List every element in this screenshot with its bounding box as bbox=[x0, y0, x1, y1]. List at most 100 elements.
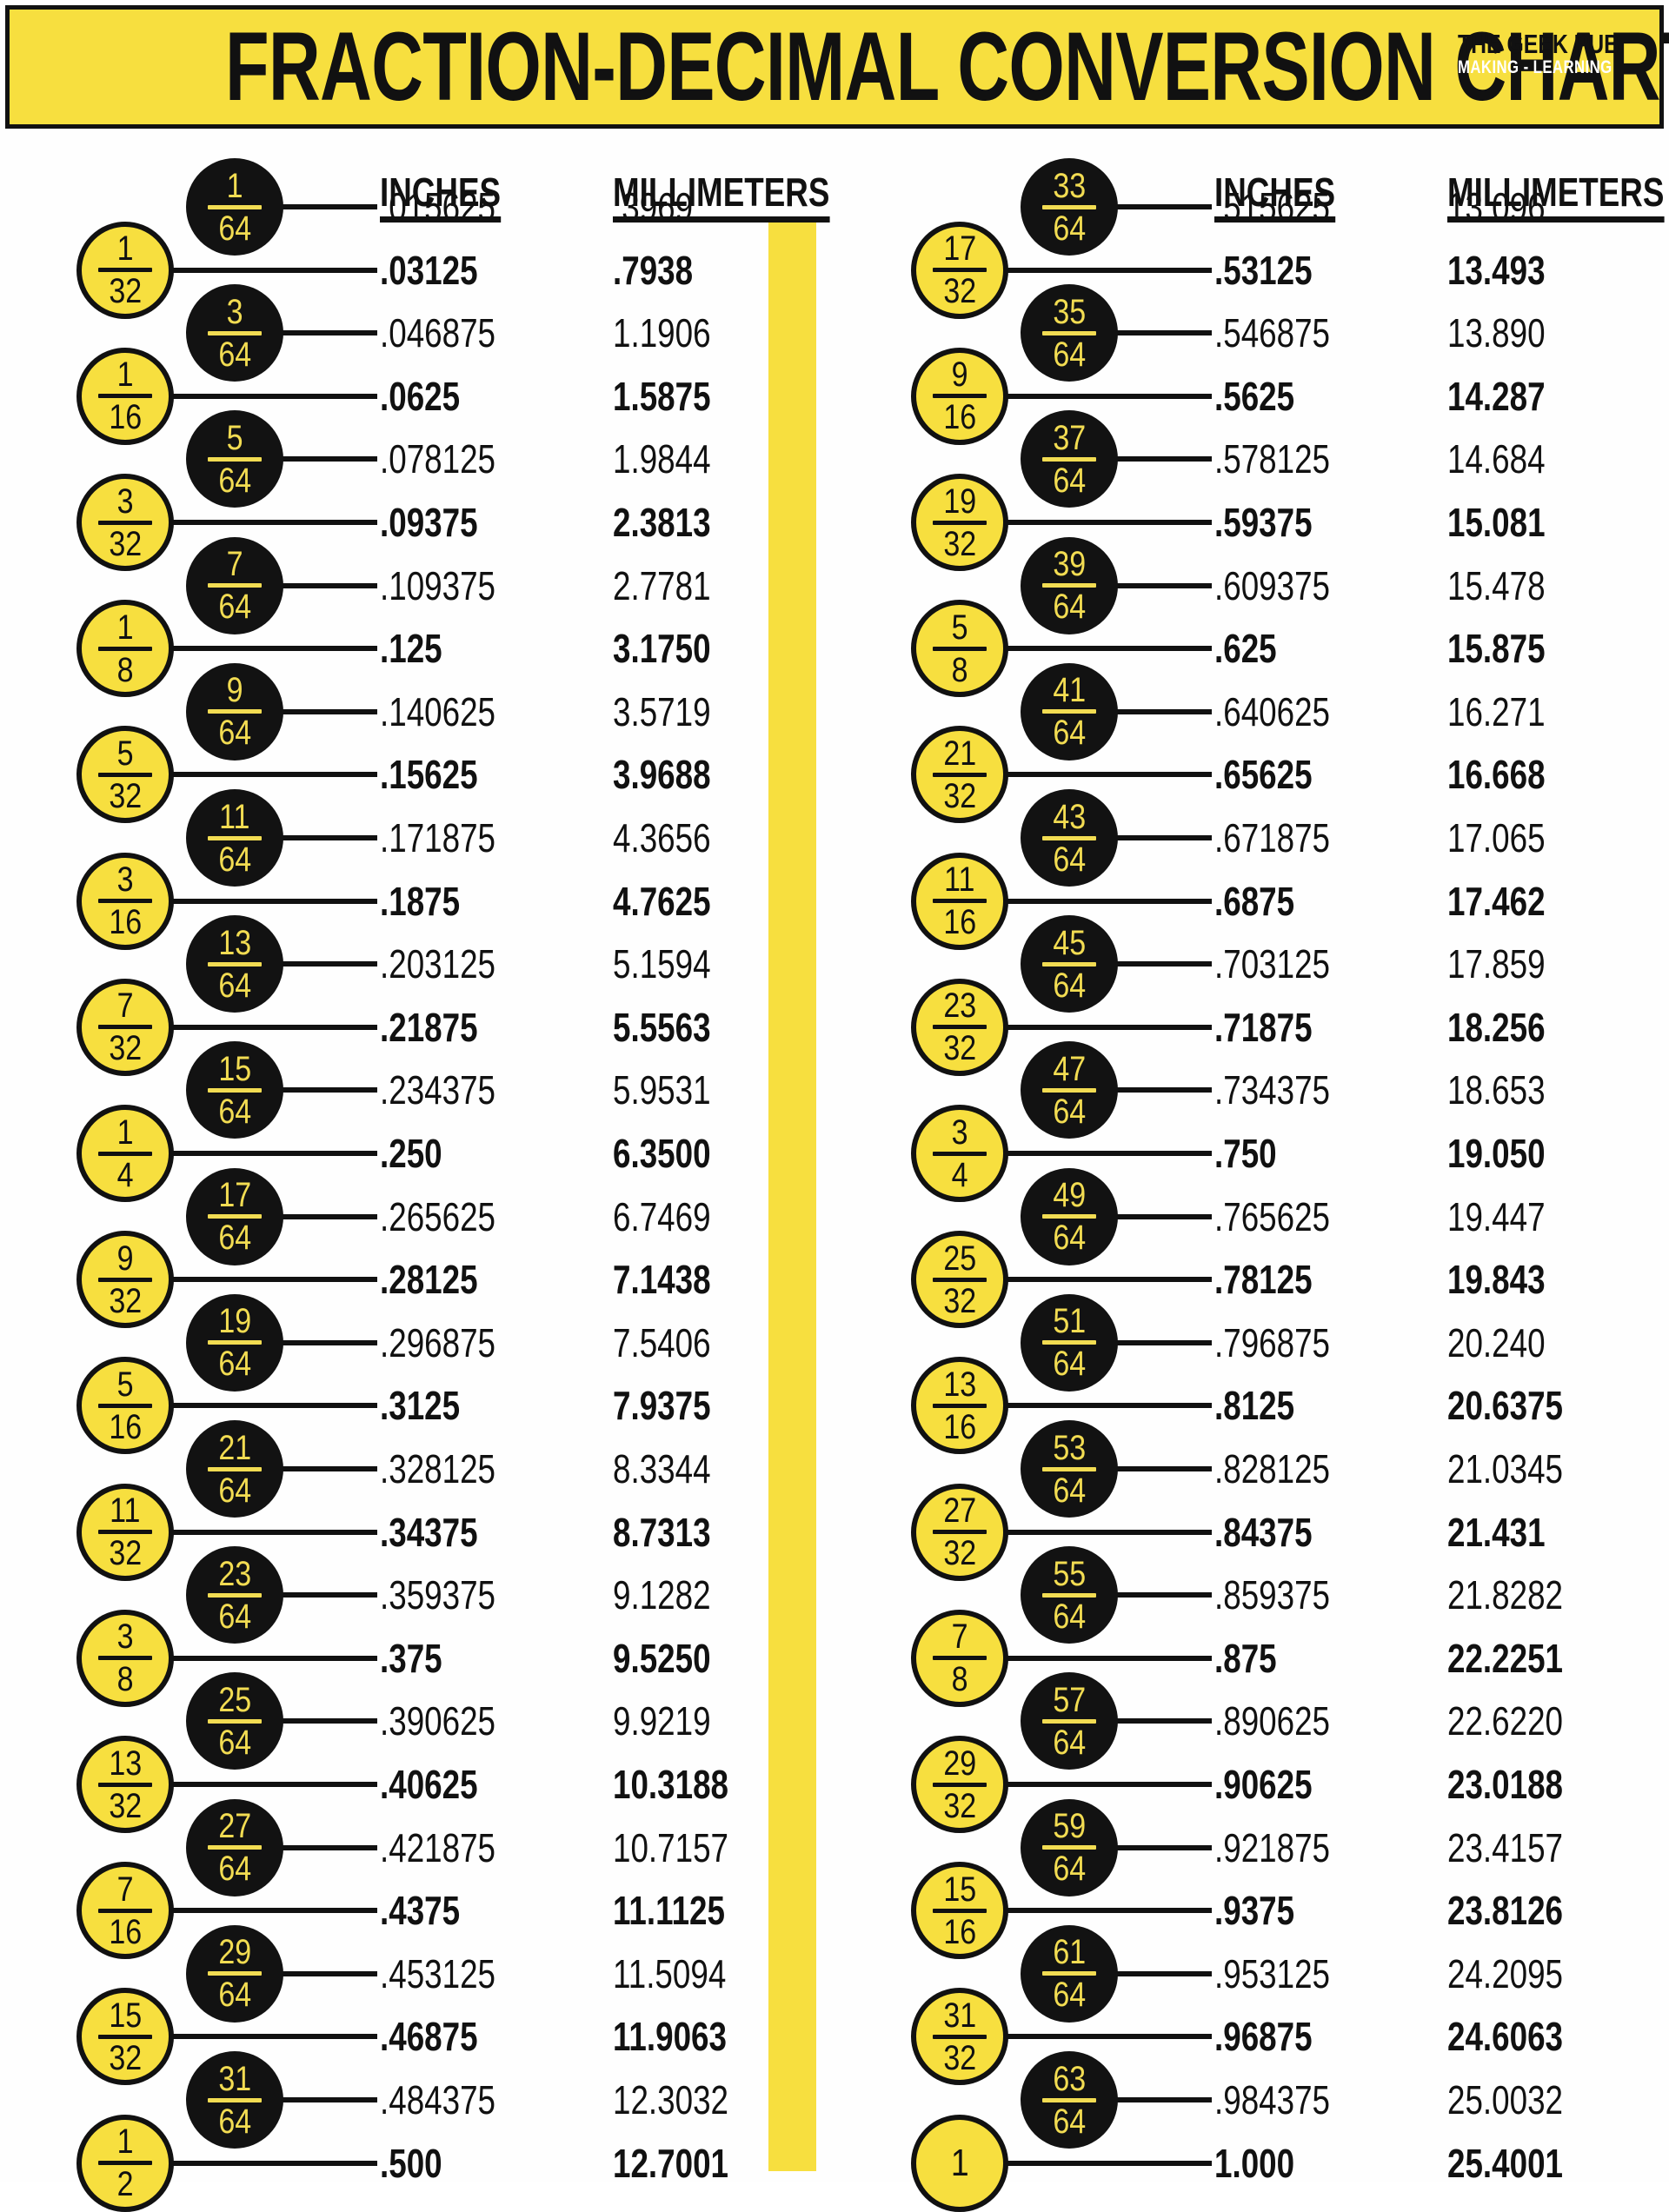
fraction-numerator: 5 bbox=[226, 418, 243, 457]
fraction-bubble-64th[interactable]: 29 64 bbox=[186, 1924, 283, 2023]
millimeters-value: 4.3656 bbox=[613, 815, 711, 860]
fraction-bubble-major[interactable]: 1 bbox=[911, 2114, 1008, 2212]
inches-value: .59375 bbox=[1214, 500, 1313, 545]
fraction-bubble-64th[interactable]: 41 64 bbox=[1021, 662, 1118, 761]
fraction-bubble-64th[interactable]: 5 64 bbox=[186, 410, 283, 508]
millimeters-value: 13.096 bbox=[1447, 184, 1546, 229]
fraction-bubble-64th[interactable]: 33 64 bbox=[1021, 158, 1118, 256]
fraction-bubble-major[interactable]: 27 32 bbox=[911, 1483, 1008, 1581]
fraction-bubble-64th[interactable]: 31 64 bbox=[186, 2051, 283, 2149]
leader-line bbox=[1007, 267, 1212, 273]
millimeters-value: .7938 bbox=[613, 247, 694, 293]
brand-logo: THE GEEK PUB MAKING - LEARNING bbox=[1458, 30, 1640, 77]
millimeters-value: 5.1594 bbox=[613, 941, 711, 987]
fraction-bubble-64th[interactable]: 13 64 bbox=[186, 915, 283, 1013]
fraction-bubble-64th[interactable]: 61 64 bbox=[1021, 1924, 1118, 2023]
fraction-bubble-64th[interactable]: 9 64 bbox=[186, 662, 283, 761]
fraction-bubble-64th[interactable]: 43 64 bbox=[1021, 789, 1118, 887]
fraction-numerator: 3 bbox=[951, 1113, 968, 1152]
inches-value: .796875 bbox=[1214, 1319, 1331, 1365]
fraction-bubble-major[interactable]: 9 16 bbox=[911, 347, 1008, 445]
fraction-denominator: 4 bbox=[951, 1155, 968, 1194]
fraction-bubble-64th[interactable]: 39 64 bbox=[1021, 536, 1118, 634]
millimeters-value: 21.8282 bbox=[1447, 1572, 1564, 1618]
fraction-bubble-64th[interactable]: 21 64 bbox=[186, 1420, 283, 1518]
inches-value: .96875 bbox=[1214, 2014, 1313, 2060]
fraction-bubble-64th[interactable]: 53 64 bbox=[1021, 1420, 1118, 1518]
inches-value: .359375 bbox=[380, 1572, 496, 1618]
fraction-bubble-major[interactable]: 1 16 bbox=[76, 347, 174, 445]
fraction-bubble-64th[interactable]: 1 64 bbox=[186, 158, 283, 256]
fraction-bubble-64th[interactable]: 45 64 bbox=[1021, 915, 1118, 1013]
fraction-bubble-major[interactable]: 13 16 bbox=[911, 1357, 1008, 1455]
millimeters-value: 14.287 bbox=[1447, 373, 1546, 419]
inches-value: .750 bbox=[1214, 1131, 1277, 1176]
inches-value: .500 bbox=[380, 2140, 442, 2186]
fraction-bubble-64th[interactable]: 23 64 bbox=[186, 1546, 283, 1644]
leader-line bbox=[172, 1655, 377, 1661]
fraction-numerator: 13 bbox=[109, 1744, 142, 1783]
fraction-denominator: 64 bbox=[1053, 1850, 1086, 1889]
fraction-bubble-64th[interactable]: 27 64 bbox=[186, 1798, 283, 1896]
fraction-denominator: 32 bbox=[943, 776, 976, 815]
fraction-bubble-64th[interactable]: 11 64 bbox=[186, 789, 283, 887]
fraction-numerator: 3 bbox=[116, 860, 134, 900]
fraction-bubble-major[interactable]: 29 32 bbox=[911, 1736, 1008, 1833]
fraction-bubble-64th[interactable]: 51 64 bbox=[1021, 1293, 1118, 1392]
fraction-bubble-64th[interactable]: 47 64 bbox=[1021, 1041, 1118, 1139]
fraction-bubble-major[interactable]: 31 32 bbox=[911, 1988, 1008, 2086]
fraction-bubble-major[interactable]: 15 16 bbox=[911, 1862, 1008, 1960]
fraction-bubble-64th[interactable]: 59 64 bbox=[1021, 1798, 1118, 1896]
fraction-bubble-major[interactable]: 25 32 bbox=[911, 1231, 1008, 1329]
fraction-bubble-major[interactable]: 13 32 bbox=[76, 1736, 174, 1833]
inches-value: .640625 bbox=[1214, 688, 1331, 734]
fraction-bubble-major[interactable]: 19 32 bbox=[911, 474, 1008, 571]
fraction-bubble-64th[interactable]: 57 64 bbox=[1021, 1672, 1118, 1770]
fraction-bubble-64th[interactable]: 25 64 bbox=[186, 1672, 283, 1770]
leader-line bbox=[1007, 772, 1212, 778]
fraction-bubble-64th[interactable]: 49 64 bbox=[1021, 1167, 1118, 1265]
fraction-bubble-major[interactable]: 1 32 bbox=[76, 221, 174, 319]
fraction-bubble-major[interactable]: 5 16 bbox=[76, 1357, 174, 1455]
fraction-bubble-major[interactable]: 11 32 bbox=[76, 1483, 174, 1581]
fraction-numerator: 5 bbox=[116, 734, 134, 773]
fraction-bubble-major[interactable]: 3 16 bbox=[76, 852, 174, 950]
fraction-bar bbox=[208, 1340, 262, 1345]
millimeters-value: 23.8126 bbox=[1447, 1888, 1564, 1934]
fraction-bubble-major[interactable]: 3 32 bbox=[76, 474, 174, 571]
fraction-bubble-major[interactable]: 7 16 bbox=[76, 1862, 174, 1960]
fraction-bubble-major[interactable]: 21 32 bbox=[911, 726, 1008, 824]
millimeters-value: 8.7313 bbox=[613, 1509, 711, 1555]
fraction-bubble-major[interactable]: 11 16 bbox=[911, 852, 1008, 950]
fraction-bubble-64th[interactable]: 17 64 bbox=[186, 1167, 283, 1265]
fraction-bubble-64th[interactable]: 63 64 bbox=[1021, 2051, 1118, 2149]
fraction-numerator: 57 bbox=[1053, 1680, 1086, 1719]
fraction-bubble-64th[interactable]: 37 64 bbox=[1021, 410, 1118, 508]
fraction-bubble-major[interactable]: 17 32 bbox=[911, 221, 1008, 319]
fraction-numerator: 17 bbox=[218, 1176, 251, 1215]
fraction-bubble-64th[interactable]: 35 64 bbox=[1021, 284, 1118, 382]
fraction-bubble-64th[interactable]: 15 64 bbox=[186, 1041, 283, 1139]
millimeters-value: 22.6220 bbox=[1447, 1698, 1564, 1744]
fraction-bubble-64th[interactable]: 55 64 bbox=[1021, 1546, 1118, 1644]
fraction-bubble-major[interactable]: 23 32 bbox=[911, 978, 1008, 1076]
fraction-bubble-major[interactable]: 7 32 bbox=[76, 978, 174, 1076]
millimeters-value: 17.462 bbox=[1447, 878, 1546, 924]
fraction-bar bbox=[933, 772, 987, 777]
fraction-bubble-64th[interactable]: 3 64 bbox=[186, 284, 283, 382]
fraction-bar bbox=[208, 1971, 262, 1976]
fraction-bubble-major[interactable]: 9 32 bbox=[76, 1231, 174, 1329]
fraction-bubble-major[interactable]: 15 32 bbox=[76, 1988, 174, 2086]
fraction-bubble-64th[interactable]: 7 64 bbox=[186, 536, 283, 634]
fraction-bubble-64th[interactable]: 19 64 bbox=[186, 1293, 283, 1392]
inches-value: .46875 bbox=[380, 2014, 478, 2060]
millimeters-value: 22.2251 bbox=[1447, 1635, 1564, 1681]
fraction-bubble-major[interactable]: 5 32 bbox=[76, 726, 174, 824]
